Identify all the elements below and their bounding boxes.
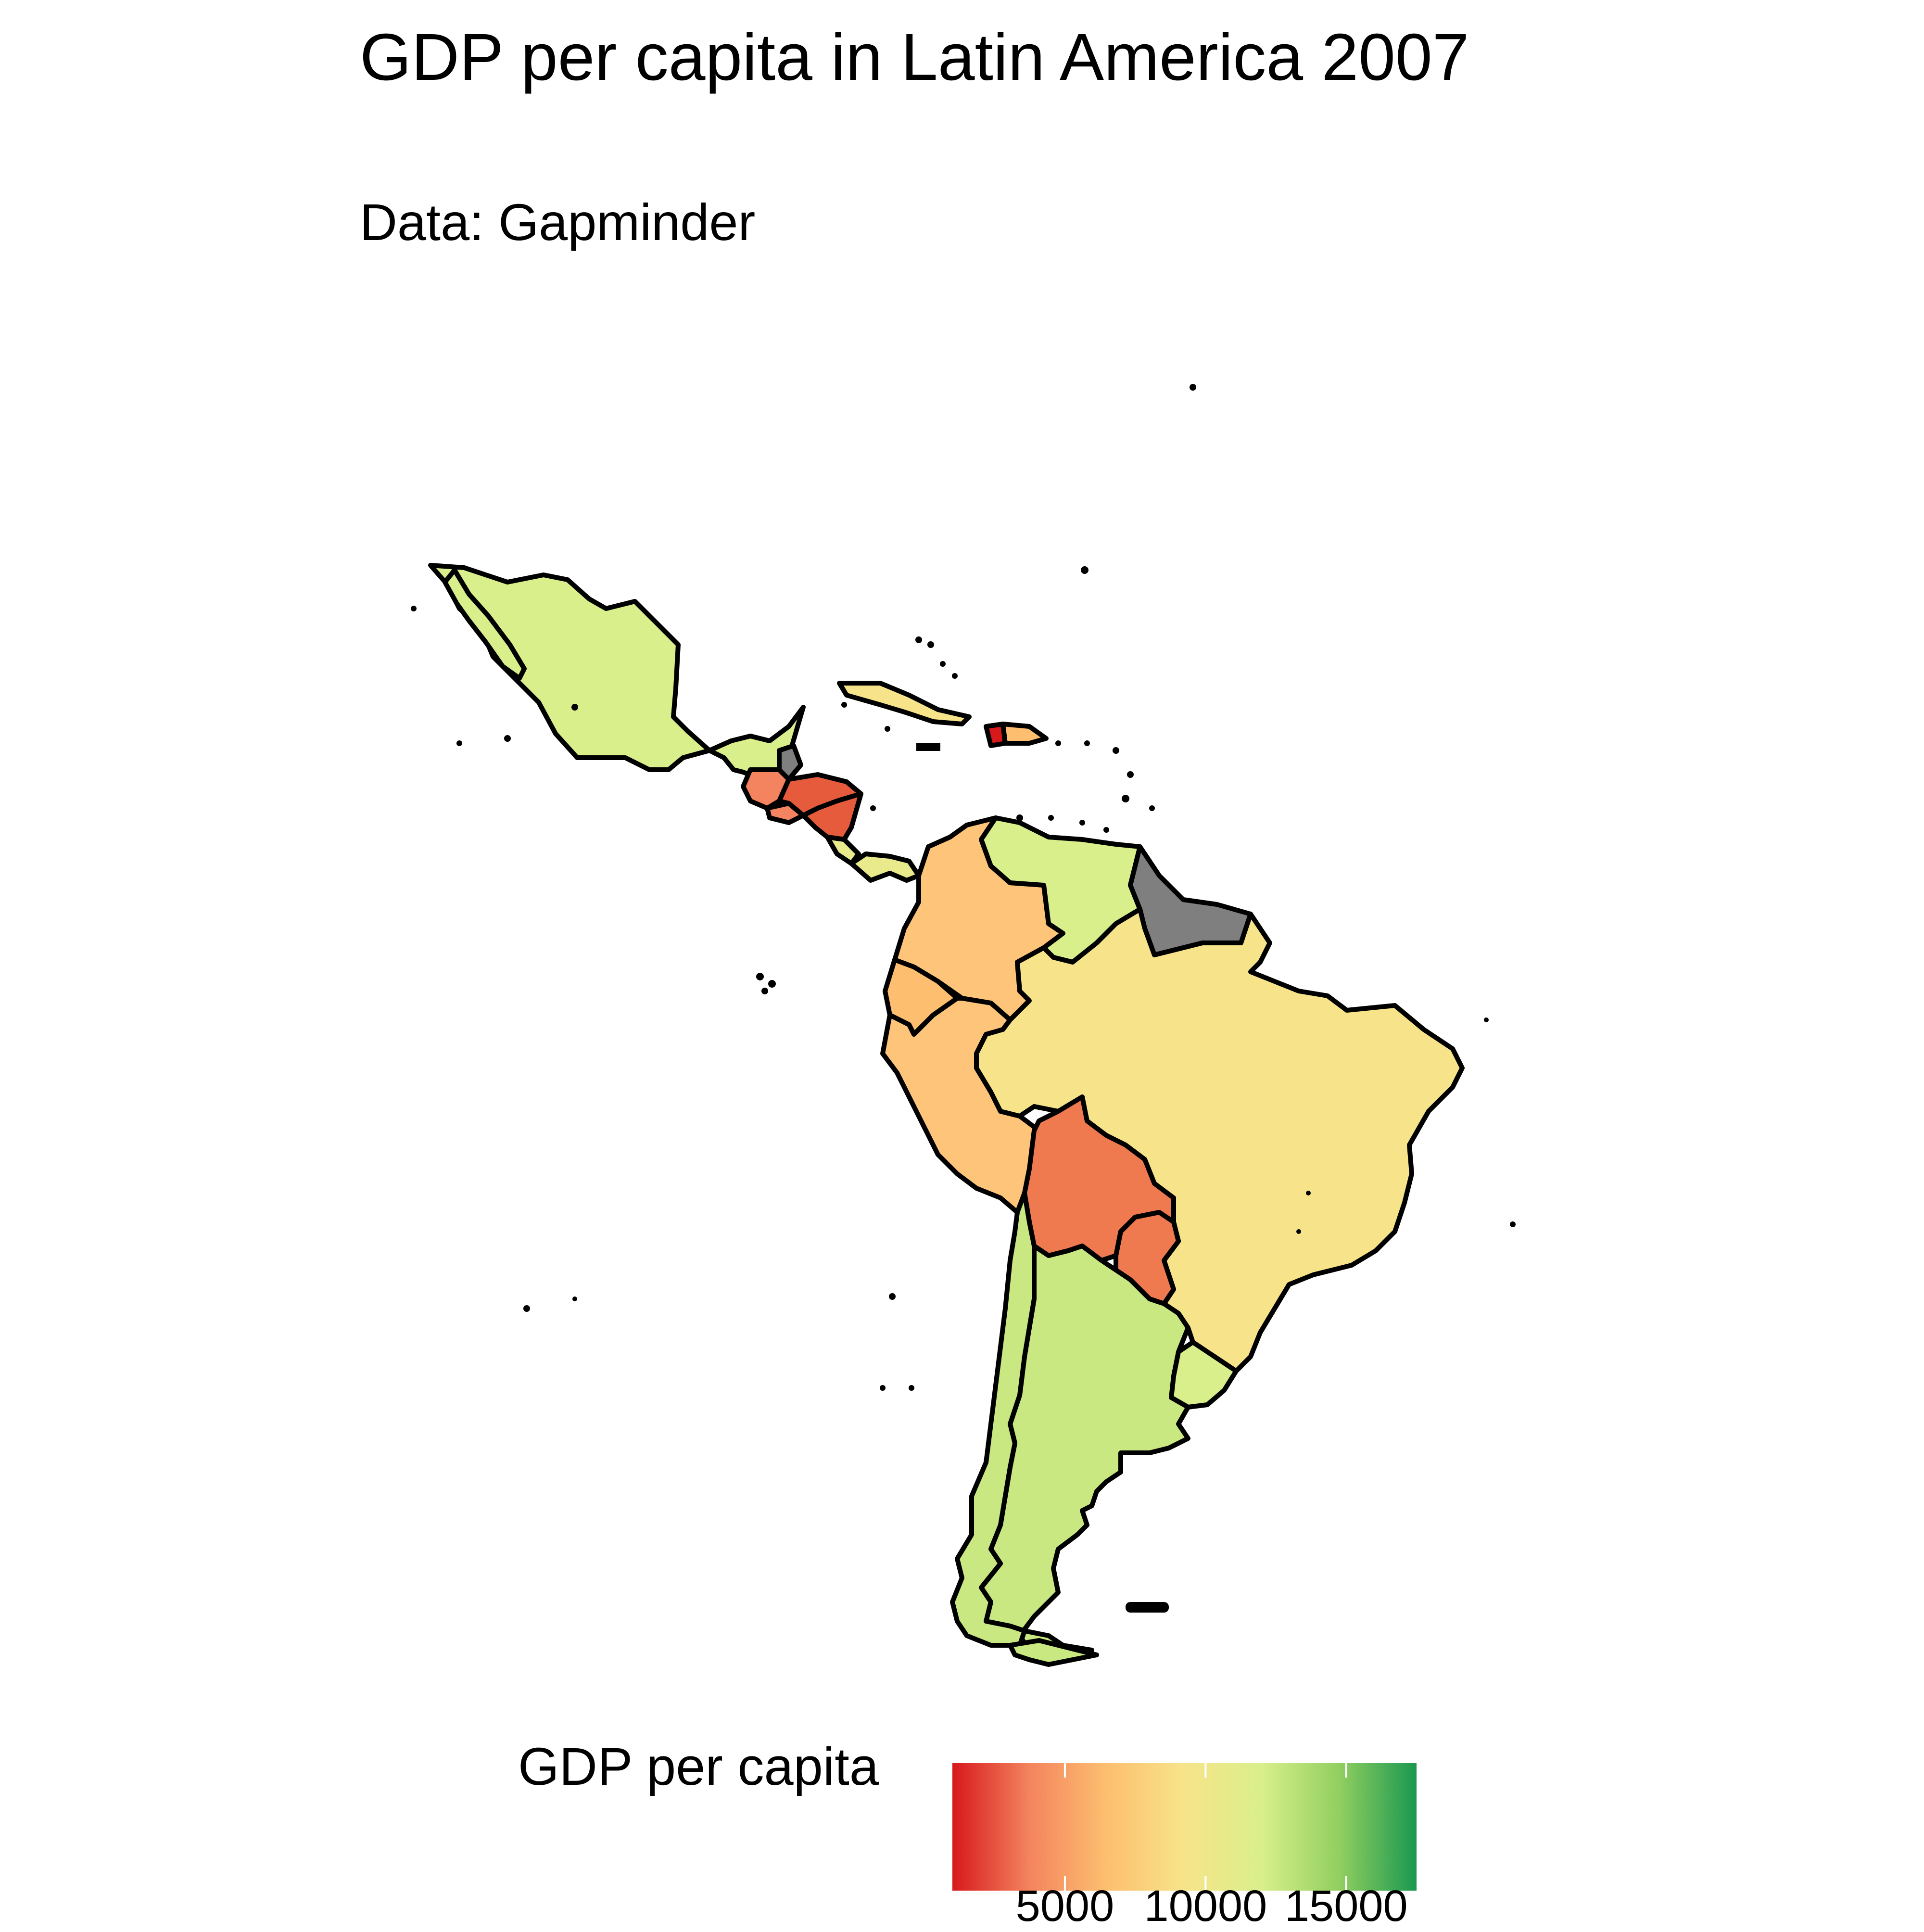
- country-argentina-tdf: [1008, 1638, 1099, 1667]
- map-title: GDP per capita in Latin America 2007: [360, 20, 1469, 94]
- country-mexico: [428, 563, 806, 782]
- country-belize: [777, 743, 803, 782]
- country-panama: [849, 852, 921, 883]
- legend-tick-label: 15000: [1284, 1881, 1408, 1931]
- country-dominican-republic: [1000, 722, 1049, 746]
- map-subtitle: Data: Gapminder: [360, 193, 756, 251]
- legend-ticks: [1063, 1763, 1347, 1891]
- legend-colorbar: [952, 1763, 1417, 1891]
- legend-title: GDP per capita: [518, 1737, 879, 1796]
- country-mexico-baja: [443, 568, 527, 681]
- small-islands: [411, 384, 1516, 1613]
- legend-tick-label: 5000: [1015, 1881, 1114, 1931]
- country-chile: [950, 1191, 1037, 1648]
- legend-tick-label: 10000: [1144, 1881, 1267, 1931]
- legend-gradient: [952, 1763, 1417, 1891]
- country-cuba: [837, 681, 972, 726]
